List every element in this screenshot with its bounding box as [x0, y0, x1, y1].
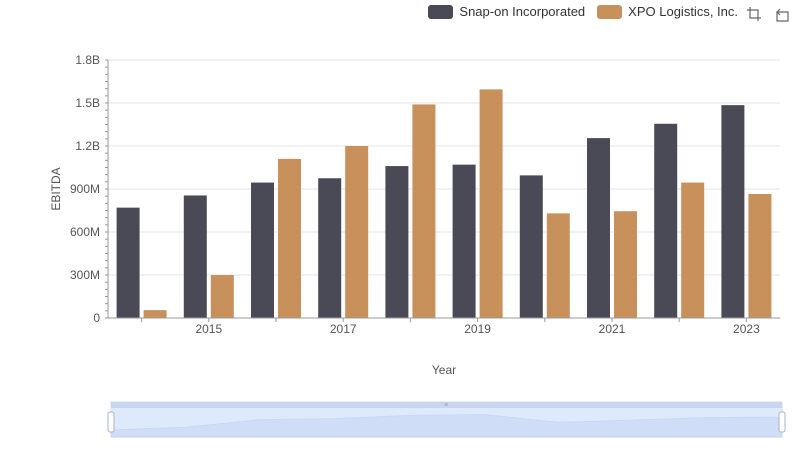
x-axis-label: Year: [432, 363, 456, 377]
bar-xpo-2017[interactable]: [345, 146, 369, 318]
y-axis-ticks: 0 300M 600M 900M 1.2B 1.5B 1.8B: [70, 53, 109, 325]
y-tick-label: 1.2B: [75, 139, 100, 153]
y-axis-label: EBITDA: [49, 167, 63, 210]
slider-handle-right[interactable]: [778, 411, 786, 433]
y-tick-label: 0: [93, 311, 100, 325]
legend-label-xpo: XPO Logistics, Inc.: [628, 4, 738, 19]
bar-xpo-2018[interactable]: [412, 104, 436, 318]
bar-xpo-2014[interactable]: [143, 310, 167, 318]
y-tick-label: 600M: [70, 225, 100, 239]
zoom-icon[interactable]: [746, 6, 762, 22]
x-tick-label: 2017: [330, 322, 357, 336]
bar-snap-on-2019[interactable]: [452, 164, 476, 318]
bar-snap-on-2022[interactable]: [654, 123, 678, 319]
slider-top-bar[interactable]: [111, 402, 782, 408]
toolbox: [746, 6, 790, 22]
bar-snap-on-2015[interactable]: [183, 195, 207, 318]
data-zoom-slider[interactable]: ≡: [107, 401, 786, 438]
x-tick-label: 2019: [464, 322, 491, 336]
y-tick-label: 300M: [70, 268, 100, 282]
bar-xpo-2023[interactable]: [748, 194, 772, 318]
x-tick-label: 2021: [599, 322, 626, 336]
legend-item-snap-on[interactable]: Snap-on Incorporated: [428, 4, 585, 19]
y-tick-label: 1.8B: [75, 53, 100, 67]
slider-handle-left[interactable]: [107, 411, 115, 433]
bar-xpo-2022[interactable]: [681, 182, 705, 318]
legend-swatch-xpo: [597, 4, 623, 19]
legend-swatch-snap-on: [428, 4, 454, 19]
x-tick-label: 2023: [733, 322, 760, 336]
y-tick-label: 1.5B: [75, 96, 100, 110]
bar-snap-on-2018[interactable]: [385, 166, 409, 318]
bar-xpo-2016[interactable]: [278, 158, 301, 318]
grid-lines: [108, 59, 780, 319]
legend-label-snap-on: Snap-on Incorporated: [459, 4, 586, 19]
legend: Snap-on Incorporated XPO Logistics, Inc.: [428, 4, 738, 19]
bar-snap-on-2017[interactable]: [318, 178, 342, 318]
x-tick-label: 2015: [195, 322, 222, 336]
x-axis-ticks: 2015 2017 2019 2021 2023: [108, 317, 780, 336]
bar-snap-on-2016[interactable]: [251, 182, 274, 318]
bar-xpo-2020[interactable]: [546, 213, 570, 318]
bar-xpo-2019[interactable]: [479, 89, 503, 318]
legend-item-xpo[interactable]: XPO Logistics, Inc.: [597, 4, 738, 19]
bar-xpo-2015[interactable]: [210, 275, 234, 318]
bar-snap-on-2021[interactable]: [587, 138, 610, 318]
slider-grip-icon[interactable]: ≡: [444, 402, 448, 409]
bar-xpo-2021[interactable]: [614, 211, 637, 318]
bar-snap-on-2023[interactable]: [721, 105, 745, 319]
bar-snap-on-2020[interactable]: [519, 175, 543, 318]
bars: [116, 89, 772, 319]
restore-icon[interactable]: [774, 6, 790, 22]
y-tick-label: 900M: [70, 182, 100, 196]
bar-snap-on-2014[interactable]: [116, 207, 140, 318]
